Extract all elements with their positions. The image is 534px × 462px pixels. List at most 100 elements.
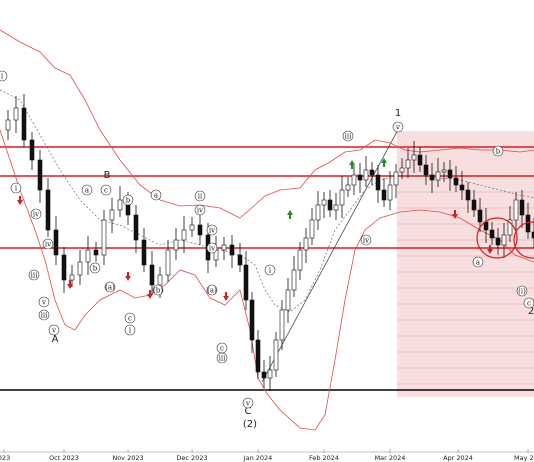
wave-label-minor: ii [198,192,203,200]
candle-bullish [13,107,19,121]
wave-label-minor: a [85,186,89,194]
wave-label-major: 2 [528,306,534,317]
arrow-down-icon [223,292,229,301]
wave-circle [124,324,136,336]
x-tick-label: Apr 2024 [443,454,473,462]
arrow-down-icon [452,210,458,219]
wave-circle [206,224,218,236]
wave-circle [42,238,54,250]
wave-circle [360,234,372,246]
candle-bullish [297,249,303,271]
x-tick-label: May 202 [514,454,534,462]
wave-label-minor: iii [41,311,48,319]
candle-bullish [85,249,91,263]
arrow-down-icon [125,272,131,281]
candle-bullish [405,159,411,169]
bollinger-upper [0,29,534,219]
wave-circle [104,281,116,293]
wave-circle [38,296,50,308]
wave-circle [28,269,40,281]
candle-bearish [417,154,423,166]
arrow-up-icon [381,158,387,167]
candle-bullish [315,204,321,221]
arrow-down-icon [17,196,23,205]
wave-circle [150,189,162,201]
x-tick-label: Feb 2024 [309,454,339,462]
candle-bearish [447,169,453,179]
wave-label-minor: b [93,264,98,272]
candle-bearish [255,339,261,373]
wave-label-minor: i [15,184,18,192]
wave-circle [472,256,484,268]
candle-bearish [519,199,525,216]
wave-label-major: C [245,406,252,417]
candle-bearish [249,299,255,341]
wave-label-minor: a [476,258,480,266]
arrow-up-icon [287,210,293,219]
candle-bullish [501,234,507,246]
candle-bullish [411,154,417,161]
wave-circle [492,145,504,157]
wave-circle [100,184,112,196]
x-tick-label: Mar 2024 [375,454,406,462]
candle-bearish [21,107,27,141]
candle-bullish [157,274,163,286]
x-tick-label: 023 [0,454,10,462]
wave-circle [124,312,136,324]
candle-bullish [285,289,291,311]
candle-bearish [229,244,235,256]
wave-label-minor: i [129,326,132,334]
wave-circle [122,194,134,206]
wave-label-minor: c [220,344,224,352]
candle-bearish [133,214,139,241]
wave-circle [30,208,42,220]
wave-label-minor: (i) [518,287,526,295]
wave-label-minor: iv [197,206,203,214]
wave-label-minor: c [527,299,531,307]
candle-bullish [321,199,327,206]
candle-bullish [77,261,83,276]
wave-label-minor: c [104,186,108,194]
arrow-down-icon [487,245,493,254]
candle-bullish [109,209,115,221]
candle-bullish [181,229,187,241]
wave-label-major: A [52,334,59,345]
x-tick-label: Dec 2023 [176,454,207,462]
candle-bearish [243,264,249,301]
candle-bearish [429,174,435,181]
candle-bullish [165,249,171,276]
wave-label-minor: iv [209,244,215,252]
wave-circle [516,285,528,297]
wave-circle [0,70,8,82]
candle-bullish [117,199,123,211]
candle-bullish [393,171,399,186]
trend-line [261,125,401,383]
wave-circle [216,352,228,364]
candle-bearish [477,209,483,223]
candle-bullish [279,309,285,341]
candle-bearish [357,174,363,181]
bollinger-lower [0,129,534,431]
wave-circle [194,204,206,216]
candle-bearish [375,174,381,191]
candle-bearish [149,264,155,286]
candle-bearish [37,159,43,191]
arrow-down-icon [147,290,153,299]
candle-bearish [327,199,333,211]
wave-circle [194,190,206,202]
wave-label-minor: v [41,298,46,306]
candle-bearish [525,214,531,233]
candle-bearish [45,189,51,231]
candle-bullish [441,169,447,173]
wave-circle [38,309,50,321]
candle-bullish [303,237,309,251]
candle-bullish [267,369,273,379]
wave-label-minor: i [269,266,272,274]
wave-circle [242,397,254,409]
candle-bullish [173,239,179,251]
wave-label-minor: v [395,123,400,131]
candle-bullish [221,244,227,251]
candle-bearish [369,169,375,176]
wave-label-minor: iv [209,226,215,234]
